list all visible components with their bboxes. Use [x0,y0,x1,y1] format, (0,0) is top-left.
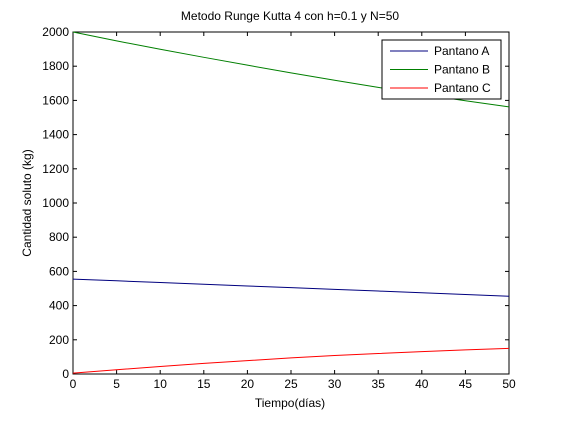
axis-ticks: 0 5 10 15 20 25 30 35 40 45 50 0 200 400 600 800 1000 120… [42,25,516,391]
y-tick-label: 0 [62,367,69,381]
x-tick-label: 10 [154,377,168,391]
x-tick-label: 25 [284,377,298,391]
series-line-pantano-a [72,278,510,297]
y-tick-label: 600 [49,264,69,278]
x-tick-label: 15 [197,377,211,391]
x-tick-label: 20 [241,377,255,391]
y-tick-label: 200 [49,333,69,347]
legend-label: Pantano B [434,63,490,77]
legend-label: Pantano C [434,81,491,95]
legend: Pantano A Pantano B Pantano C [381,39,502,100]
chart-title: Metodo Runge Kutta 4 con h=0.1 y N=50 [181,9,399,23]
x-tick-label: 30 [328,377,342,391]
y-tick-label: 1400 [42,128,69,142]
y-tick-label: 1800 [42,59,69,73]
y-tick-label: 400 [49,299,69,313]
series-line-pantano-c [72,347,510,374]
x-tick-label: 0 [70,377,77,391]
x-tick-label: 40 [415,377,429,391]
x-tick-label: 5 [113,377,120,391]
y-axis-label: Cantidad soluto (kg) [20,149,34,256]
x-tick-label: 45 [459,377,473,391]
x-tick-label: 50 [502,377,516,391]
y-tick-label: 1200 [42,162,69,176]
x-tick-label: 35 [372,377,386,391]
x-axis-label: Tiempo(días) [255,396,325,410]
y-tick-label: 800 [49,230,69,244]
y-tick-label: 2000 [42,25,69,39]
y-tick-label: 1600 [42,93,69,107]
y-tick-label: 1000 [42,196,69,210]
legend-label: Pantano A [434,44,489,58]
